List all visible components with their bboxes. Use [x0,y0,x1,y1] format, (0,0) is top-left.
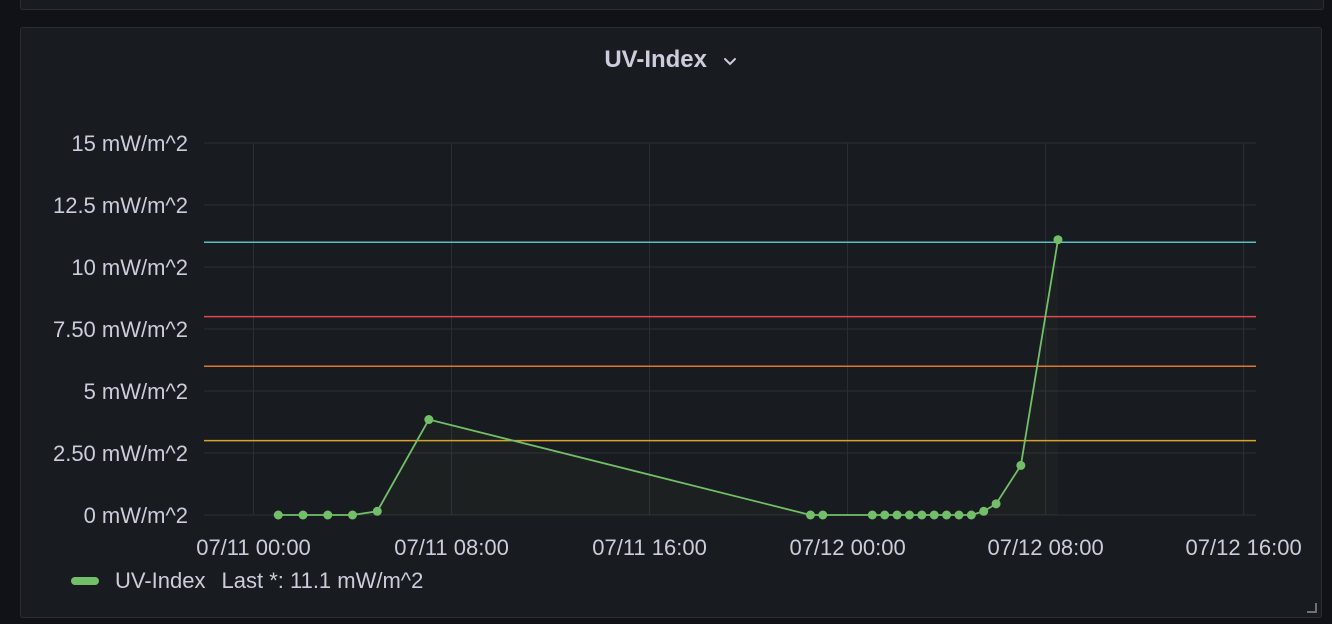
data-point [372,506,382,516]
threshold-lines [204,241,1256,442]
legend-last-value: Last *: 11.1 mW/m^2 [221,568,424,593]
series-line [278,239,1059,516]
y-tick-label: 7.50 mW/m^2 [53,317,188,342]
x-tick-label: 07/12 00:00 [789,535,905,560]
y-tick-label: 0 mW/m^2 [84,503,188,528]
legend-series-name: UV-Index [115,568,206,593]
data-point [979,506,989,516]
data-point [298,510,308,520]
y-axis-ticks: 0 mW/m^2 2.50 mW/m^2 5 mW/m^2 7.50 mW/m^2 10… [53,131,188,528]
x-tick-label: 07/12 16:00 [1186,535,1302,560]
series-line-group [278,239,1059,516]
x-tick-label: 07/11 08:00 [394,535,509,560]
data-point [929,510,939,520]
data-point [991,499,1001,509]
data-point [917,510,927,520]
chevron-down-icon [722,47,738,75]
data-point [348,510,358,520]
uv-index-panel: UV-Index 0 mW/m^2 2.50 mW/m^2 5 mW/m^2 7.50… [20,27,1322,618]
data-point [880,510,890,520]
legend-swatch [71,577,99,585]
panel-title-menu[interactable]: UV-Index [21,46,1321,75]
x-axis-ticks: 07/11 00:00 07/11 08:00 07/11 16:00 07/12 0… [196,535,1302,560]
data-point [273,510,283,520]
y-tick-label: 10 mW/m^2 [71,255,188,280]
x-tick-label: 07/11 16:00 [592,535,707,560]
data-point [904,510,914,520]
series-points [273,235,1063,520]
x-tick-label: 07/11 00:00 [196,535,311,560]
panel-title: UV-Index [604,46,708,73]
data-point [323,510,333,520]
y-tick-label: 2.50 mW/m^2 [53,441,188,466]
data-point [867,510,877,520]
previous-panel-edge [20,0,1324,10]
uv-index-chart: 0 mW/m^2 2.50 mW/m^2 5 mW/m^2 7.50 mW/m^2 10… [53,131,1302,560]
data-point [892,510,902,520]
y-tick-label: 12.5 mW/m^2 [53,193,188,218]
chart-grid [204,142,1256,516]
data-point [818,510,828,520]
data-point [942,510,952,520]
x-tick-label: 07/12 08:00 [987,535,1103,560]
y-tick-label: 5 mW/m^2 [84,379,188,404]
data-point [966,510,976,520]
legend[interactable]: UV-Index Last *: 11.1 mW/m^2 [71,568,423,594]
series-area-fill [278,239,1058,515]
data-point [1016,460,1026,470]
data-point [424,415,434,425]
data-point [1053,235,1063,245]
series-area [278,239,1058,515]
y-tick-label: 15 mW/m^2 [71,131,188,156]
resize-handle[interactable] [1307,603,1317,613]
data-point [805,510,815,520]
data-point [954,510,964,520]
